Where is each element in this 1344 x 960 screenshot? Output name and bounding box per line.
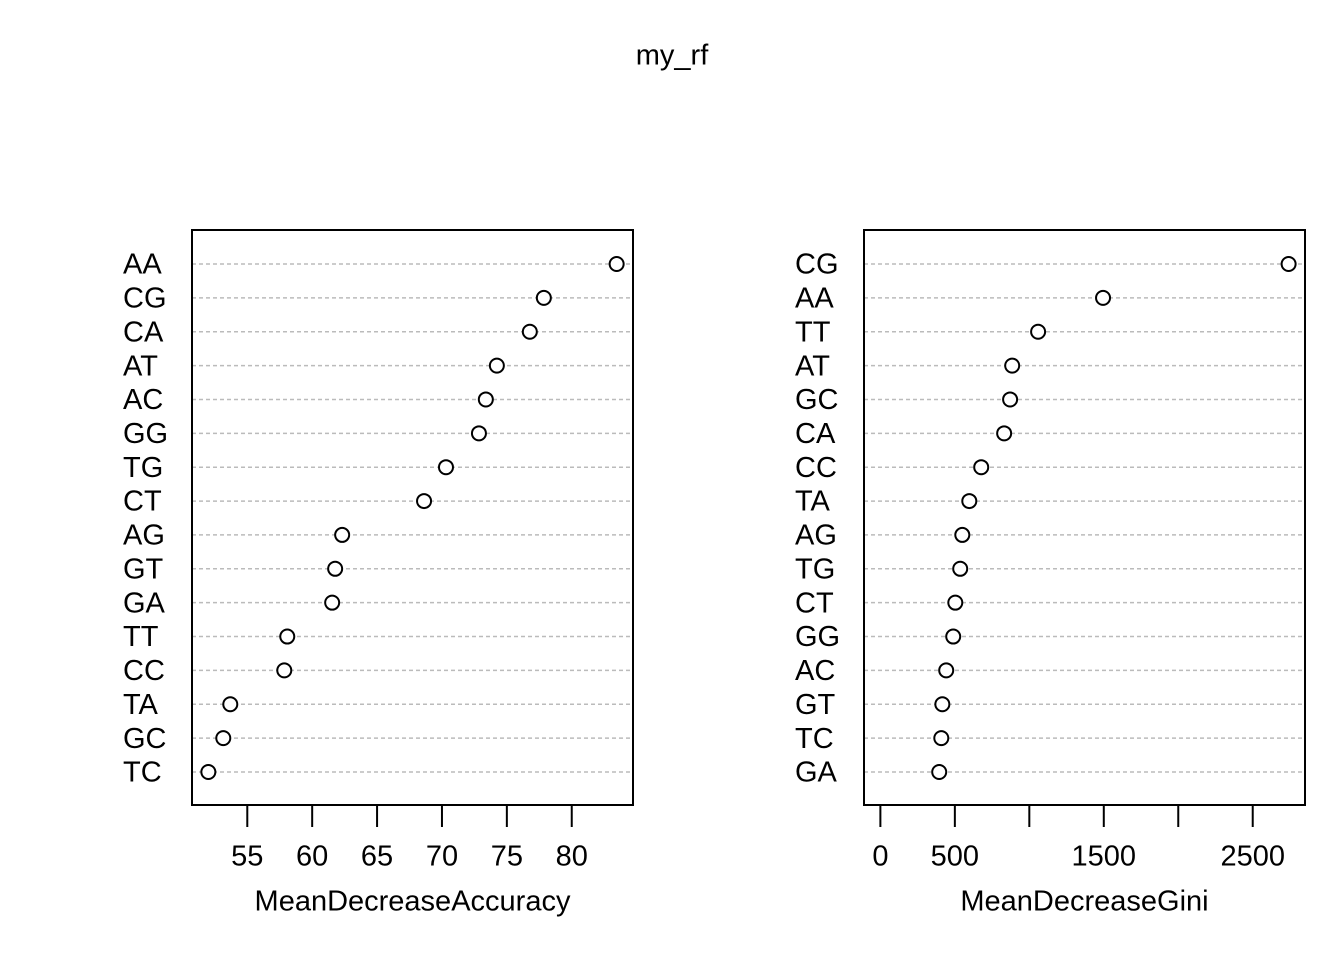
y-label: GG (123, 418, 168, 450)
x-tick-label: 60 (296, 841, 328, 873)
dot (488, 357, 505, 374)
x-tick-label: 2500 (1220, 841, 1285, 873)
x-tick-label: 75 (491, 841, 523, 873)
y-label: CG (795, 249, 839, 281)
y-label: CA (795, 418, 836, 450)
y-label: TA (795, 486, 831, 518)
y-label: TC (123, 757, 162, 789)
x-tick-label: 70 (426, 841, 458, 873)
y-label: AA (795, 283, 834, 315)
y-label: AG (795, 520, 837, 552)
chart-title: my_rf (636, 40, 709, 72)
dot (938, 662, 955, 679)
dot (279, 628, 296, 645)
y-label: GA (795, 757, 838, 789)
y-label: AT (123, 350, 158, 382)
dot (954, 526, 971, 543)
dot (1002, 391, 1019, 408)
plot-frame (191, 229, 634, 806)
y-label: GC (123, 723, 167, 755)
y-label: TT (795, 316, 831, 348)
dot (416, 493, 433, 510)
dot (470, 425, 487, 442)
y-label: TG (123, 452, 163, 484)
dot (933, 730, 950, 747)
dot (947, 594, 964, 611)
y-label: TC (795, 723, 834, 755)
dot (276, 662, 293, 679)
x-tick-label: 1500 (1072, 841, 1137, 873)
dot (961, 493, 978, 510)
dot (1004, 357, 1021, 374)
dot (952, 560, 969, 577)
x-tick-label: 80 (556, 841, 588, 873)
y-label: AA (123, 249, 162, 281)
dot (1095, 289, 1112, 306)
y-label: CT (795, 587, 834, 619)
dot (996, 425, 1013, 442)
dot (945, 628, 962, 645)
dot (437, 459, 454, 476)
x-axis-title: MeanDecreaseAccuracy (255, 886, 571, 918)
plot-frame (863, 229, 1306, 806)
y-label: GA (123, 587, 166, 619)
y-label: AG (123, 520, 165, 552)
dot (327, 560, 344, 577)
dot (931, 764, 948, 780)
dot (215, 730, 232, 747)
y-label: TT (123, 621, 159, 653)
y-label: CA (123, 316, 164, 348)
y-label: AC (795, 655, 835, 687)
dot (200, 764, 217, 780)
x-axis-title: MeanDecreaseGini (960, 886, 1208, 918)
dot (1030, 323, 1047, 340)
dot (1280, 256, 1297, 272)
dot (934, 696, 951, 713)
y-label: CC (123, 655, 165, 687)
dot (521, 323, 538, 340)
dot (973, 459, 990, 476)
dot (608, 256, 625, 272)
y-label: TG (795, 553, 835, 585)
y-label: GT (795, 689, 836, 721)
dot (477, 391, 494, 408)
y-label: GC (795, 384, 839, 416)
dot (222, 696, 239, 713)
x-tick-label: 500 (931, 841, 979, 873)
y-label: GG (795, 621, 840, 653)
dot (324, 594, 341, 611)
y-label: AT (795, 350, 830, 382)
x-tick-label: 55 (231, 841, 263, 873)
x-tick-label: 65 (361, 841, 393, 873)
y-label: AC (123, 384, 163, 416)
y-label: CG (123, 283, 167, 315)
dot (535, 289, 552, 306)
x-tick-label: 0 (872, 841, 888, 873)
y-label: CT (123, 486, 162, 518)
y-label: TA (123, 689, 159, 721)
dot (334, 526, 351, 543)
y-label: CC (795, 452, 837, 484)
y-label: GT (123, 553, 164, 585)
